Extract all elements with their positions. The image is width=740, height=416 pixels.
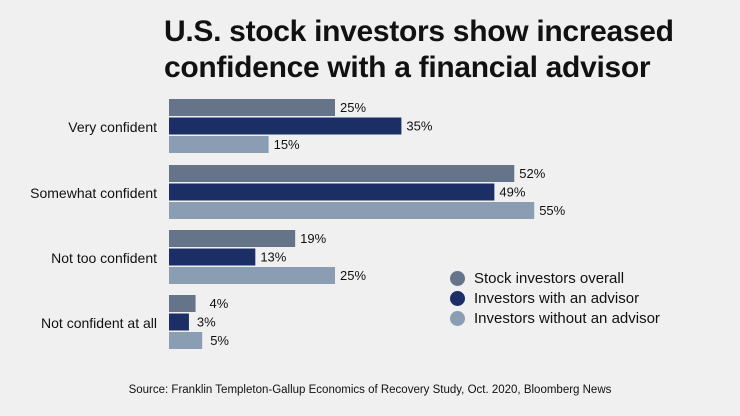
data-label: 52% <box>519 166 545 181</box>
legend-label: Investors without an advisor <box>474 310 660 327</box>
data-label: 35% <box>406 119 432 134</box>
bar <box>169 313 189 331</box>
legend-swatch-icon <box>450 271 465 286</box>
data-label: 25% <box>340 268 366 283</box>
category-label: Not confident at all <box>41 315 157 331</box>
bar <box>169 332 203 349</box>
bar-chart: Very confident 25% 35% 15% Somewhat confiden… <box>30 99 566 349</box>
bar <box>169 248 256 266</box>
data-label: 49% <box>499 185 525 200</box>
category-label: Somewhat confident <box>30 185 157 201</box>
legend-label: Investors with an advisor <box>474 290 640 307</box>
data-label: 55% <box>539 203 565 218</box>
bar <box>169 165 515 182</box>
bar <box>169 202 535 219</box>
legend-item: Investors with an advisor <box>450 290 639 307</box>
bar <box>169 230 296 247</box>
data-label: 25% <box>340 100 366 115</box>
legend-swatch-icon <box>450 311 465 326</box>
legend-swatch-icon <box>450 291 465 306</box>
data-label: 13% <box>260 250 286 265</box>
bar <box>169 117 402 135</box>
bar <box>169 99 335 116</box>
legend-item: Stock investors overall <box>450 270 624 287</box>
data-label: 19% <box>300 231 326 246</box>
data-label: 4% <box>210 296 229 311</box>
legend-item: Investors without an advisor <box>450 310 660 327</box>
source-note: Source: Franklin Templeton-Gallup Econom… <box>128 384 612 396</box>
bar <box>169 295 196 312</box>
category-label: Very confident <box>68 119 157 135</box>
bar <box>169 136 269 153</box>
data-label: 5% <box>210 333 229 348</box>
bar <box>169 267 335 284</box>
data-label: 15% <box>274 137 300 152</box>
legend-label: Stock investors overall <box>474 270 625 287</box>
data-label: 3% <box>197 315 216 330</box>
bar <box>169 183 495 201</box>
chart-title: U.S. stock investors show increased conf… <box>164 15 674 84</box>
category-label: Not too confident <box>51 250 157 266</box>
